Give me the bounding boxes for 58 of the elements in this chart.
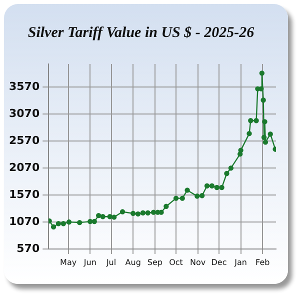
x-tick-label: Jan	[234, 258, 247, 268]
y-tick-label: 570	[16, 242, 40, 255]
point	[238, 148, 244, 153]
x-tick-label: Aug	[125, 258, 141, 268]
point	[60, 221, 66, 226]
point	[66, 219, 72, 225]
point	[214, 184, 220, 190]
y-tick-label: 2070	[8, 160, 40, 174]
point	[268, 132, 273, 137]
point	[260, 98, 266, 103]
point	[107, 214, 112, 220]
point	[228, 165, 234, 171]
point	[96, 212, 102, 218]
point	[194, 194, 200, 199]
x-tick-label: Jun	[82, 258, 96, 268]
x-tick-label: May	[60, 258, 77, 268]
point	[130, 210, 136, 216]
point	[150, 210, 156, 215]
y-tick-label: 1070	[8, 214, 40, 228]
point	[140, 210, 146, 216]
point	[135, 211, 141, 217]
point	[88, 218, 93, 224]
point	[76, 220, 82, 226]
point	[164, 204, 169, 209]
point	[262, 140, 268, 145]
point	[261, 134, 267, 140]
point	[145, 210, 150, 216]
point	[248, 118, 254, 124]
point	[180, 196, 185, 201]
point	[224, 170, 230, 176]
point	[209, 183, 215, 188]
x-tick-label: Sep	[147, 258, 162, 268]
point	[184, 188, 190, 193]
point	[262, 119, 268, 124]
point	[259, 70, 265, 76]
point	[254, 118, 259, 124]
point	[219, 184, 224, 190]
point	[111, 214, 117, 220]
y-tick-label: 1570	[8, 188, 40, 201]
y-tick-label: 3070	[8, 107, 40, 120]
point	[120, 209, 126, 214]
y-tick-label: 2570	[8, 134, 40, 147]
point	[258, 86, 264, 92]
chart-title: Silver Tariff Value in US $ - 2025-26	[28, 24, 255, 41]
point	[92, 218, 97, 224]
point	[50, 224, 56, 230]
point	[56, 221, 62, 226]
point	[246, 130, 252, 136]
x-tick-label: Nov	[190, 258, 206, 268]
x-tick-label: Dec	[211, 258, 227, 268]
y-tick-label: 3570	[8, 80, 40, 94]
x-tick-label: Jul	[105, 258, 116, 268]
point	[100, 214, 106, 220]
point	[199, 193, 205, 198]
point	[173, 196, 179, 201]
point	[204, 183, 210, 188]
x-tick-label: Feb	[256, 258, 270, 268]
x-tick-label: Oct	[169, 258, 183, 268]
